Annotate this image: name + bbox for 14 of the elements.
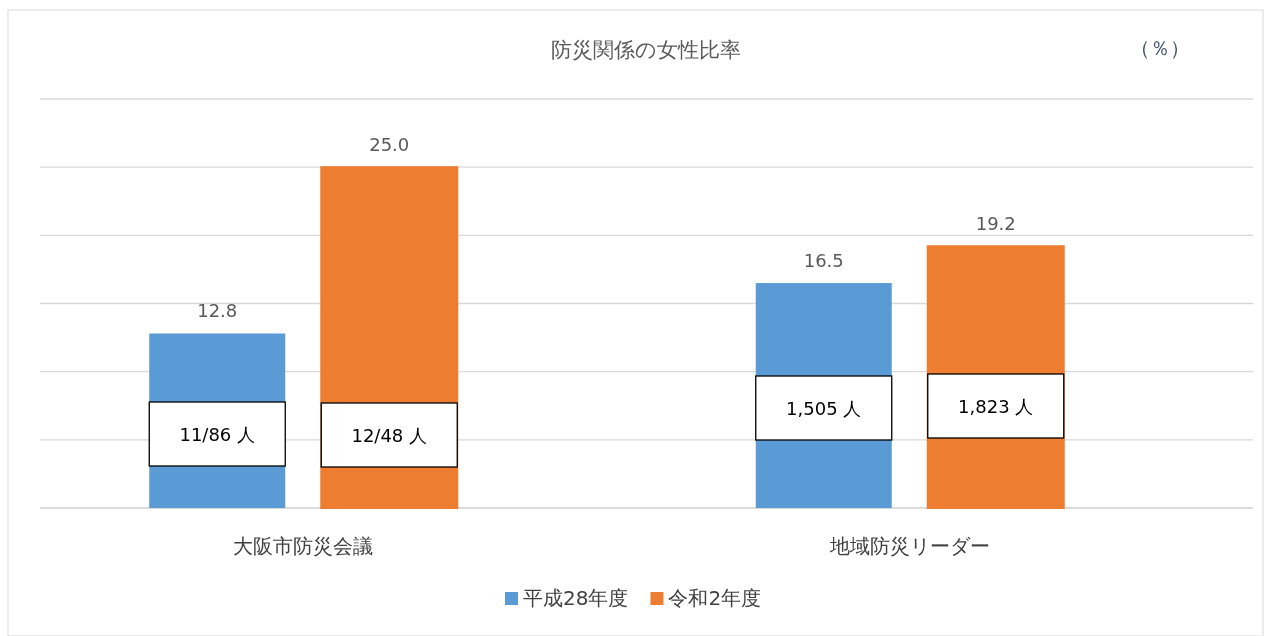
- data-label: 19.2: [975, 213, 1016, 235]
- annotation: 1,823 人: [958, 396, 1034, 417]
- annotation: 1,505 人: [786, 398, 862, 419]
- data-label: 16.5: [803, 250, 844, 272]
- annotation: 11/86 人: [179, 424, 256, 445]
- legend-label: 令和2年度: [668, 586, 762, 610]
- x-tick-label: 大阪市防災会議: [233, 534, 374, 558]
- text: （％）: [1130, 36, 1190, 60]
- data-label: 12.8: [197, 300, 238, 322]
- annotation: 12/48 人: [351, 425, 428, 446]
- x-tick-label: 地域防災リーダー: [828, 534, 990, 558]
- data-label: 25.0: [369, 134, 410, 156]
- chart-title: 防災関係の女性比率: [551, 38, 741, 62]
- legend-label: 平成28年度: [523, 586, 629, 610]
